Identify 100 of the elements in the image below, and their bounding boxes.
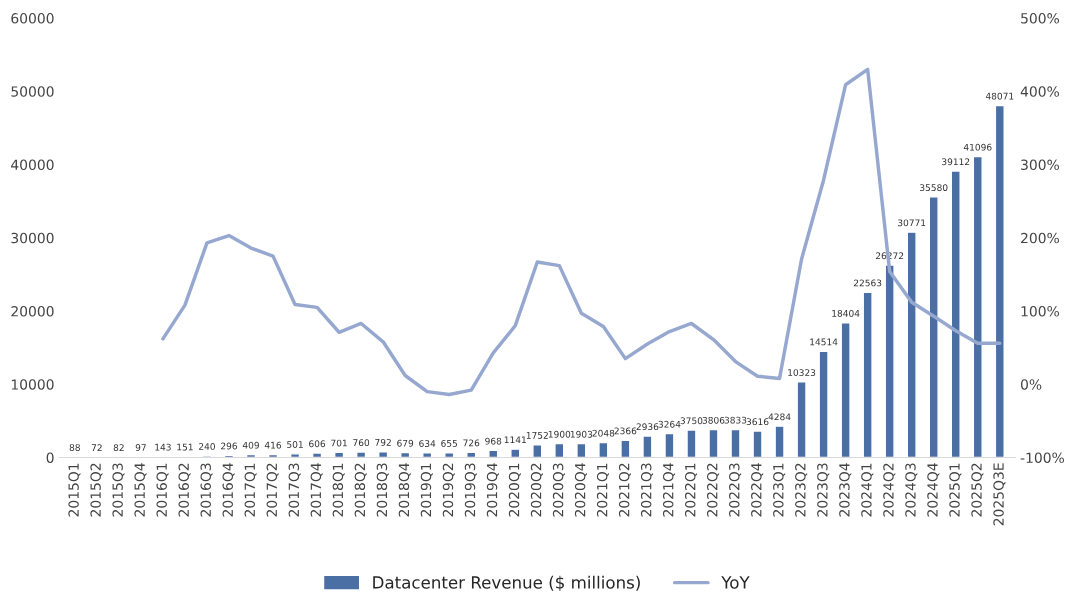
data-label: 3750: [680, 417, 703, 425]
x-tick-label: 2015Q1: [68, 463, 81, 517]
data-label: 416: [264, 441, 282, 449]
data-label: 240: [199, 443, 215, 450]
x-tick-label: 2022Q2: [707, 463, 720, 517]
data-label: 501: [287, 441, 303, 448]
x-tick-label: 2019Q3: [464, 463, 477, 517]
x-tick-label: 2023Q2: [795, 463, 808, 517]
data-label: 97: [135, 444, 146, 451]
x-tick-label: 2022Q4: [751, 463, 764, 517]
legend-label: YoY: [721, 576, 750, 589]
data-label: 1141: [504, 436, 526, 444]
data-label: 679: [397, 439, 414, 447]
data-label: 3806: [702, 416, 725, 424]
x-tick-label: 2015Q4: [134, 463, 147, 517]
x-tick-label: 2025Q3E: [993, 463, 1006, 526]
x-tick-label: 2019Q1: [420, 463, 433, 517]
x-tick-label: 2024Q4: [927, 463, 940, 517]
y2-tick-label: 200%: [1021, 232, 1059, 244]
y2-tick-label: 400%: [1020, 86, 1059, 97]
x-tick-label: 2017Q2: [266, 463, 279, 517]
x-tick-label: 2018Q2: [354, 463, 367, 517]
x-tick-label: 2017Q4: [310, 463, 323, 517]
data-label: 35580: [920, 184, 948, 191]
data-label: 151: [177, 443, 193, 451]
y2-tick-label: 100%: [1021, 306, 1059, 317]
data-label: 3616: [746, 418, 769, 426]
data-label: 2936: [636, 423, 659, 431]
x-tick-label: 2022Q1: [684, 463, 698, 517]
x-tick-label: 2024Q1: [861, 463, 874, 517]
data-label: 48071: [985, 92, 1014, 100]
data-label: 39112: [942, 158, 970, 166]
data-label: 760: [353, 439, 370, 447]
y2-tick-label: 0%: [1020, 379, 1042, 390]
y-tick-label: 10000: [11, 379, 54, 390]
x-tick-label: 2021Q1: [596, 463, 609, 517]
data-label: 82: [113, 444, 124, 451]
x-tick-label: 2023Q4: [839, 463, 852, 517]
x-tick-label: 2017Q1: [244, 463, 257, 517]
data-label: 2366: [614, 427, 637, 435]
x-tick-label: 2020Q1: [508, 463, 521, 517]
data-label: 143: [155, 443, 171, 451]
x-tick-label: 2025Q2: [971, 463, 984, 517]
x-tick-label: 2020Q3: [552, 463, 565, 517]
y2-tick-label: 300%: [1021, 159, 1059, 171]
y-tick-label: 60000: [11, 13, 54, 24]
data-label: 41096: [963, 143, 992, 151]
x-tick-label: 2018Q3: [376, 463, 389, 517]
x-tick-label: 2018Q1: [332, 463, 345, 517]
y-tick-label: 40000: [11, 159, 54, 171]
data-label: 72: [91, 444, 102, 451]
x-tick-label: 2020Q4: [574, 463, 587, 517]
data-label: 3264: [658, 420, 681, 428]
data-label: 409: [242, 441, 259, 449]
data-label: 606: [309, 440, 326, 448]
data-label: 88: [69, 444, 80, 451]
x-tick-label: 2022Q3: [729, 463, 742, 517]
data-label: 22563: [853, 279, 882, 287]
data-label: 792: [375, 438, 391, 446]
x-tick-label: 2016Q4: [222, 463, 235, 517]
x-tick-label: 2021Q3: [640, 463, 654, 517]
data-label: 2048: [592, 429, 615, 437]
x-tick-label: 2023Q1: [773, 463, 786, 517]
x-tick-label: 2015Q3: [112, 463, 125, 517]
y2-tick-label: -100%: [1020, 452, 1065, 463]
x-tick-label: 2024Q3: [905, 463, 918, 517]
x-tick-label: 2015Q2: [90, 463, 103, 517]
data-label: 1903: [570, 430, 593, 438]
x-tick-label: 2021Q4: [662, 463, 676, 517]
data-label: 655: [441, 439, 458, 447]
y-tick-label: 30000: [11, 232, 54, 244]
data-label: 634: [419, 440, 436, 447]
y2-tick-label: 500%: [1021, 13, 1059, 24]
data-label: 968: [485, 437, 502, 445]
data-label: 3833: [724, 416, 747, 424]
y-tick-label: 20000: [11, 306, 54, 317]
data-label: 701: [331, 439, 347, 447]
x-tick-label: 2019Q4: [486, 463, 499, 517]
x-tick-label: 2016Q2: [178, 463, 191, 517]
x-tick-label: 2023Q3: [817, 463, 830, 517]
y-tick-label: 0: [46, 452, 54, 463]
data-label: 1900: [548, 430, 571, 438]
data-label: 30771: [898, 219, 926, 227]
x-tick-label: 2017Q3: [288, 463, 301, 517]
x-tick-label: 2016Q1: [156, 463, 169, 517]
y-tick-label: 50000: [11, 86, 54, 97]
x-tick-label: 2019Q2: [442, 463, 455, 517]
x-tick-label: 2016Q3: [200, 463, 213, 517]
data-label: 18404: [832, 309, 860, 317]
data-label: 726: [463, 439, 480, 447]
x-tick-label: 2021Q2: [618, 463, 632, 517]
x-tick-label: 2025Q1: [949, 463, 962, 517]
legend-label: Datacenter Revenue ($ millions): [373, 575, 640, 591]
data-label: 1752: [526, 431, 548, 439]
data-label: 4284: [768, 413, 791, 421]
x-tick-label: 2020Q2: [530, 463, 543, 517]
data-label: 10323: [788, 369, 816, 376]
data-label: 296: [221, 442, 238, 450]
data-label: 14514: [810, 338, 838, 346]
x-tick-label: 2024Q2: [883, 463, 896, 517]
